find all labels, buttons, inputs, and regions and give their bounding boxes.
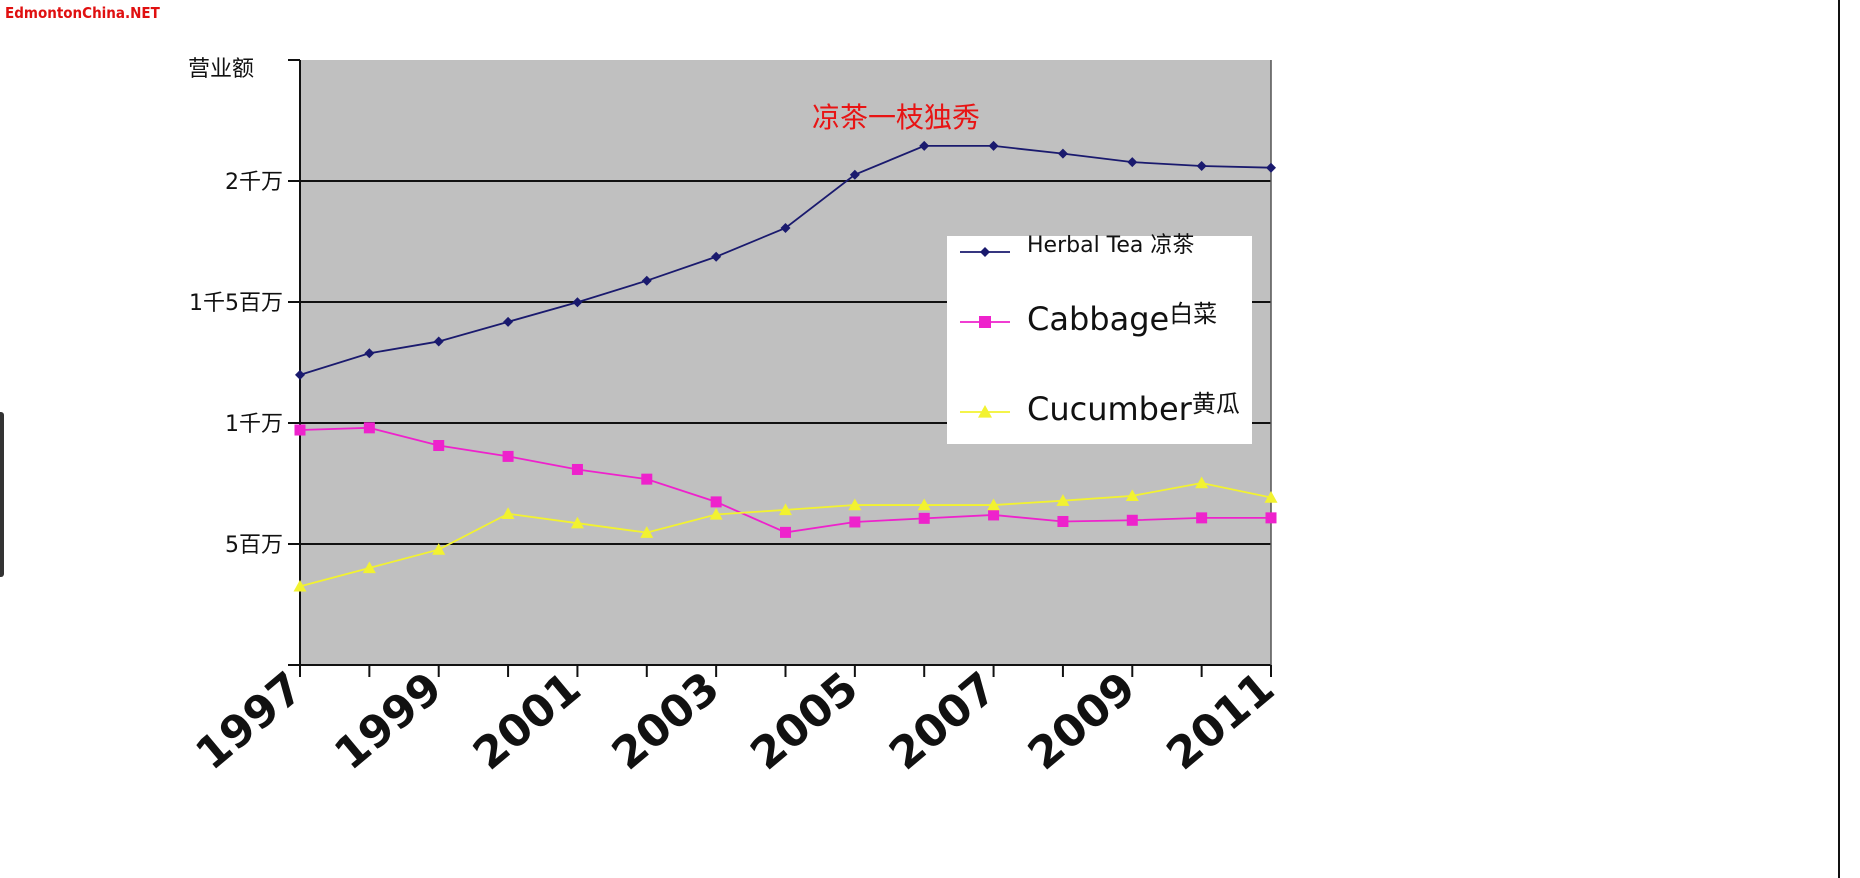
- data-point: [641, 473, 653, 485]
- series-layer: [293, 140, 1278, 592]
- side-scroll-handle[interactable]: [0, 412, 4, 577]
- data-point: [503, 316, 514, 327]
- data-point: [988, 509, 1000, 521]
- data-point: [1266, 162, 1276, 173]
- x-tick-label: 2007: [880, 662, 1007, 780]
- legend-item-1: Cabbage白菜: [960, 300, 1217, 338]
- chart-annotation: 凉茶一枝独秀: [812, 101, 980, 134]
- data-point: [364, 348, 375, 359]
- data-point: [433, 440, 445, 452]
- series-0: [295, 140, 1276, 380]
- data-point: [1195, 476, 1209, 489]
- legend-box: [947, 236, 1252, 444]
- legend-item-2: Cucumber黄瓜: [960, 390, 1240, 428]
- data-point: [295, 369, 305, 380]
- y-tick-labels: 5百万 1千万 1千5百万 2千万: [189, 170, 283, 558]
- data-point: [572, 297, 583, 308]
- data-point: [641, 275, 652, 286]
- y-tick-label: 2千万: [225, 170, 283, 195]
- y-tick-label: 1千万: [225, 412, 283, 437]
- data-point: [293, 579, 307, 592]
- data-point: [1126, 514, 1138, 526]
- series-2: [293, 476, 1278, 592]
- page-edge-rule: [1838, 0, 1840, 878]
- data-point: [848, 498, 862, 511]
- data-point: [849, 169, 860, 180]
- axes: [288, 59, 1272, 677]
- watermark-logo: EdmontonChina.NET: [5, 4, 160, 22]
- data-point: [1196, 160, 1207, 171]
- data-point: [1127, 157, 1138, 168]
- data-point: [570, 516, 584, 529]
- data-point: [501, 507, 515, 519]
- data-point: [1056, 494, 1070, 506]
- x-tick-labels: 1997 1999 2001 2003 2005 2007 2009 2011: [186, 662, 1284, 780]
- data-point: [1264, 491, 1278, 503]
- x-tick-label: 1997: [186, 662, 313, 780]
- data-point: [571, 463, 583, 475]
- data-point: [919, 140, 930, 151]
- data-point: [978, 405, 992, 418]
- data-point: [294, 424, 306, 436]
- data-point: [1057, 515, 1069, 527]
- y-tick-label: 5百万: [225, 533, 283, 558]
- data-point: [779, 503, 792, 516]
- y-tick-label: 1千5百万: [189, 291, 283, 316]
- y-axis-label: 营业额: [188, 57, 254, 82]
- data-point: [987, 498, 1001, 511]
- legend: Herbal Tea 凉茶 Cabbage白菜 Cucumber黄瓜: [947, 233, 1252, 444]
- legend-item-0: Herbal Tea 凉茶: [960, 233, 1194, 258]
- data-point: [1265, 512, 1277, 524]
- legend-label: Cabbage白菜: [1027, 300, 1217, 338]
- data-point: [710, 496, 722, 508]
- x-tick-label: 2005: [741, 662, 868, 780]
- x-tick-label: 2009: [1019, 662, 1146, 780]
- data-point: [1125, 489, 1139, 502]
- data-point: [918, 512, 930, 524]
- data-point: [917, 498, 931, 511]
- data-point: [780, 222, 791, 233]
- data-point: [362, 561, 376, 574]
- x-tick-label: 2001: [464, 662, 591, 780]
- data-point: [780, 526, 791, 538]
- data-point: [1057, 148, 1068, 159]
- data-point: [980, 247, 990, 257]
- gridlines: [300, 180, 1271, 545]
- data-point: [433, 336, 444, 347]
- series-1: [294, 422, 1277, 538]
- x-tick-label: 2011: [1157, 662, 1284, 780]
- data-point: [640, 526, 654, 538]
- data-point: [1196, 512, 1208, 524]
- data-point: [988, 140, 999, 151]
- x-tick-label: 2003: [603, 662, 730, 780]
- data-point: [711, 251, 722, 262]
- data-point: [709, 507, 723, 520]
- data-point: [363, 422, 375, 434]
- data-point: [849, 516, 861, 528]
- x-tick-label: 1999: [325, 662, 452, 780]
- data-point: [502, 450, 514, 462]
- data-point: [432, 543, 446, 555]
- legend-label: Herbal Tea 凉茶: [1027, 233, 1194, 258]
- legend-label: Cucumber黄瓜: [1027, 390, 1240, 428]
- data-point: [979, 316, 991, 328]
